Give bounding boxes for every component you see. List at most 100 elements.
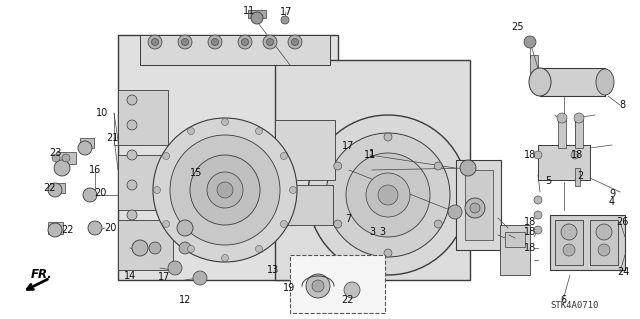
- Circle shape: [193, 271, 207, 285]
- Circle shape: [163, 152, 170, 160]
- Circle shape: [221, 118, 228, 125]
- Circle shape: [281, 16, 289, 24]
- Circle shape: [306, 274, 330, 298]
- Text: 26: 26: [616, 217, 628, 227]
- Circle shape: [326, 133, 450, 257]
- Text: 18: 18: [524, 243, 536, 253]
- Text: FR.: FR.: [31, 269, 53, 281]
- Circle shape: [217, 182, 233, 198]
- Circle shape: [152, 39, 159, 46]
- Circle shape: [83, 188, 97, 202]
- Bar: [50, 183, 65, 193]
- Text: 10: 10: [96, 108, 108, 118]
- Text: STK4A0710: STK4A0710: [551, 300, 599, 309]
- Circle shape: [221, 255, 228, 262]
- Circle shape: [574, 113, 584, 123]
- Text: 18: 18: [524, 227, 536, 237]
- Bar: [505, 232, 525, 247]
- Text: 1: 1: [369, 149, 375, 159]
- Bar: [48, 222, 63, 234]
- Text: 14: 14: [124, 271, 136, 281]
- Text: 18: 18: [524, 217, 536, 227]
- Bar: [575, 168, 580, 186]
- Circle shape: [170, 135, 280, 245]
- Circle shape: [288, 35, 302, 49]
- Text: 22: 22: [61, 225, 74, 235]
- Circle shape: [344, 282, 360, 298]
- Circle shape: [188, 128, 195, 135]
- Bar: [456, 160, 501, 250]
- Circle shape: [127, 120, 137, 130]
- Bar: [118, 155, 168, 210]
- Circle shape: [460, 160, 476, 176]
- Ellipse shape: [596, 69, 614, 95]
- Text: 19: 19: [283, 283, 295, 293]
- Circle shape: [48, 223, 62, 237]
- Circle shape: [561, 224, 577, 240]
- Circle shape: [534, 151, 542, 159]
- Text: 11: 11: [364, 150, 376, 160]
- Bar: [465, 170, 493, 240]
- Circle shape: [524, 36, 536, 48]
- Bar: [56, 152, 76, 164]
- Text: 6: 6: [560, 295, 566, 305]
- Circle shape: [280, 220, 287, 227]
- Circle shape: [465, 198, 485, 218]
- Bar: [118, 220, 173, 270]
- Circle shape: [238, 35, 252, 49]
- Bar: [290, 255, 385, 313]
- Text: 12: 12: [179, 295, 191, 305]
- Text: 8: 8: [619, 100, 625, 110]
- Text: 9: 9: [609, 189, 615, 199]
- Circle shape: [127, 150, 137, 160]
- Text: 24: 24: [617, 267, 629, 277]
- Circle shape: [188, 245, 195, 252]
- Circle shape: [378, 185, 398, 205]
- Circle shape: [266, 39, 273, 46]
- Bar: [558, 118, 566, 148]
- Circle shape: [153, 118, 297, 262]
- Bar: [275, 120, 335, 180]
- Circle shape: [291, 39, 298, 46]
- Text: 22: 22: [44, 183, 56, 193]
- Text: 11: 11: [243, 6, 255, 16]
- Bar: [275, 60, 470, 280]
- Circle shape: [52, 154, 60, 162]
- Text: 20: 20: [104, 223, 116, 233]
- Circle shape: [384, 133, 392, 141]
- Circle shape: [127, 210, 137, 220]
- Bar: [278, 185, 333, 225]
- Circle shape: [312, 280, 324, 292]
- Circle shape: [208, 35, 222, 49]
- Circle shape: [334, 162, 342, 170]
- Circle shape: [308, 115, 468, 275]
- Circle shape: [88, 221, 102, 235]
- Text: 17: 17: [342, 141, 354, 151]
- Circle shape: [127, 180, 137, 190]
- Circle shape: [48, 183, 62, 197]
- Circle shape: [255, 245, 262, 252]
- Circle shape: [62, 154, 70, 162]
- Circle shape: [289, 187, 296, 194]
- Text: 25: 25: [511, 22, 524, 32]
- Circle shape: [207, 172, 243, 208]
- Bar: [590, 220, 618, 265]
- Circle shape: [280, 152, 287, 160]
- Circle shape: [534, 211, 542, 219]
- Bar: [118, 35, 338, 280]
- Text: 13: 13: [267, 265, 279, 275]
- Text: 5: 5: [545, 176, 551, 186]
- Circle shape: [334, 220, 342, 228]
- Circle shape: [557, 113, 567, 123]
- Circle shape: [598, 244, 610, 256]
- Bar: [118, 90, 168, 145]
- Circle shape: [448, 205, 462, 219]
- Text: 21: 21: [106, 133, 118, 143]
- Text: 20: 20: [94, 188, 106, 198]
- Circle shape: [149, 242, 161, 254]
- Text: 17: 17: [158, 272, 170, 282]
- Circle shape: [251, 12, 263, 24]
- Circle shape: [534, 196, 542, 204]
- Circle shape: [263, 35, 277, 49]
- Circle shape: [211, 39, 218, 46]
